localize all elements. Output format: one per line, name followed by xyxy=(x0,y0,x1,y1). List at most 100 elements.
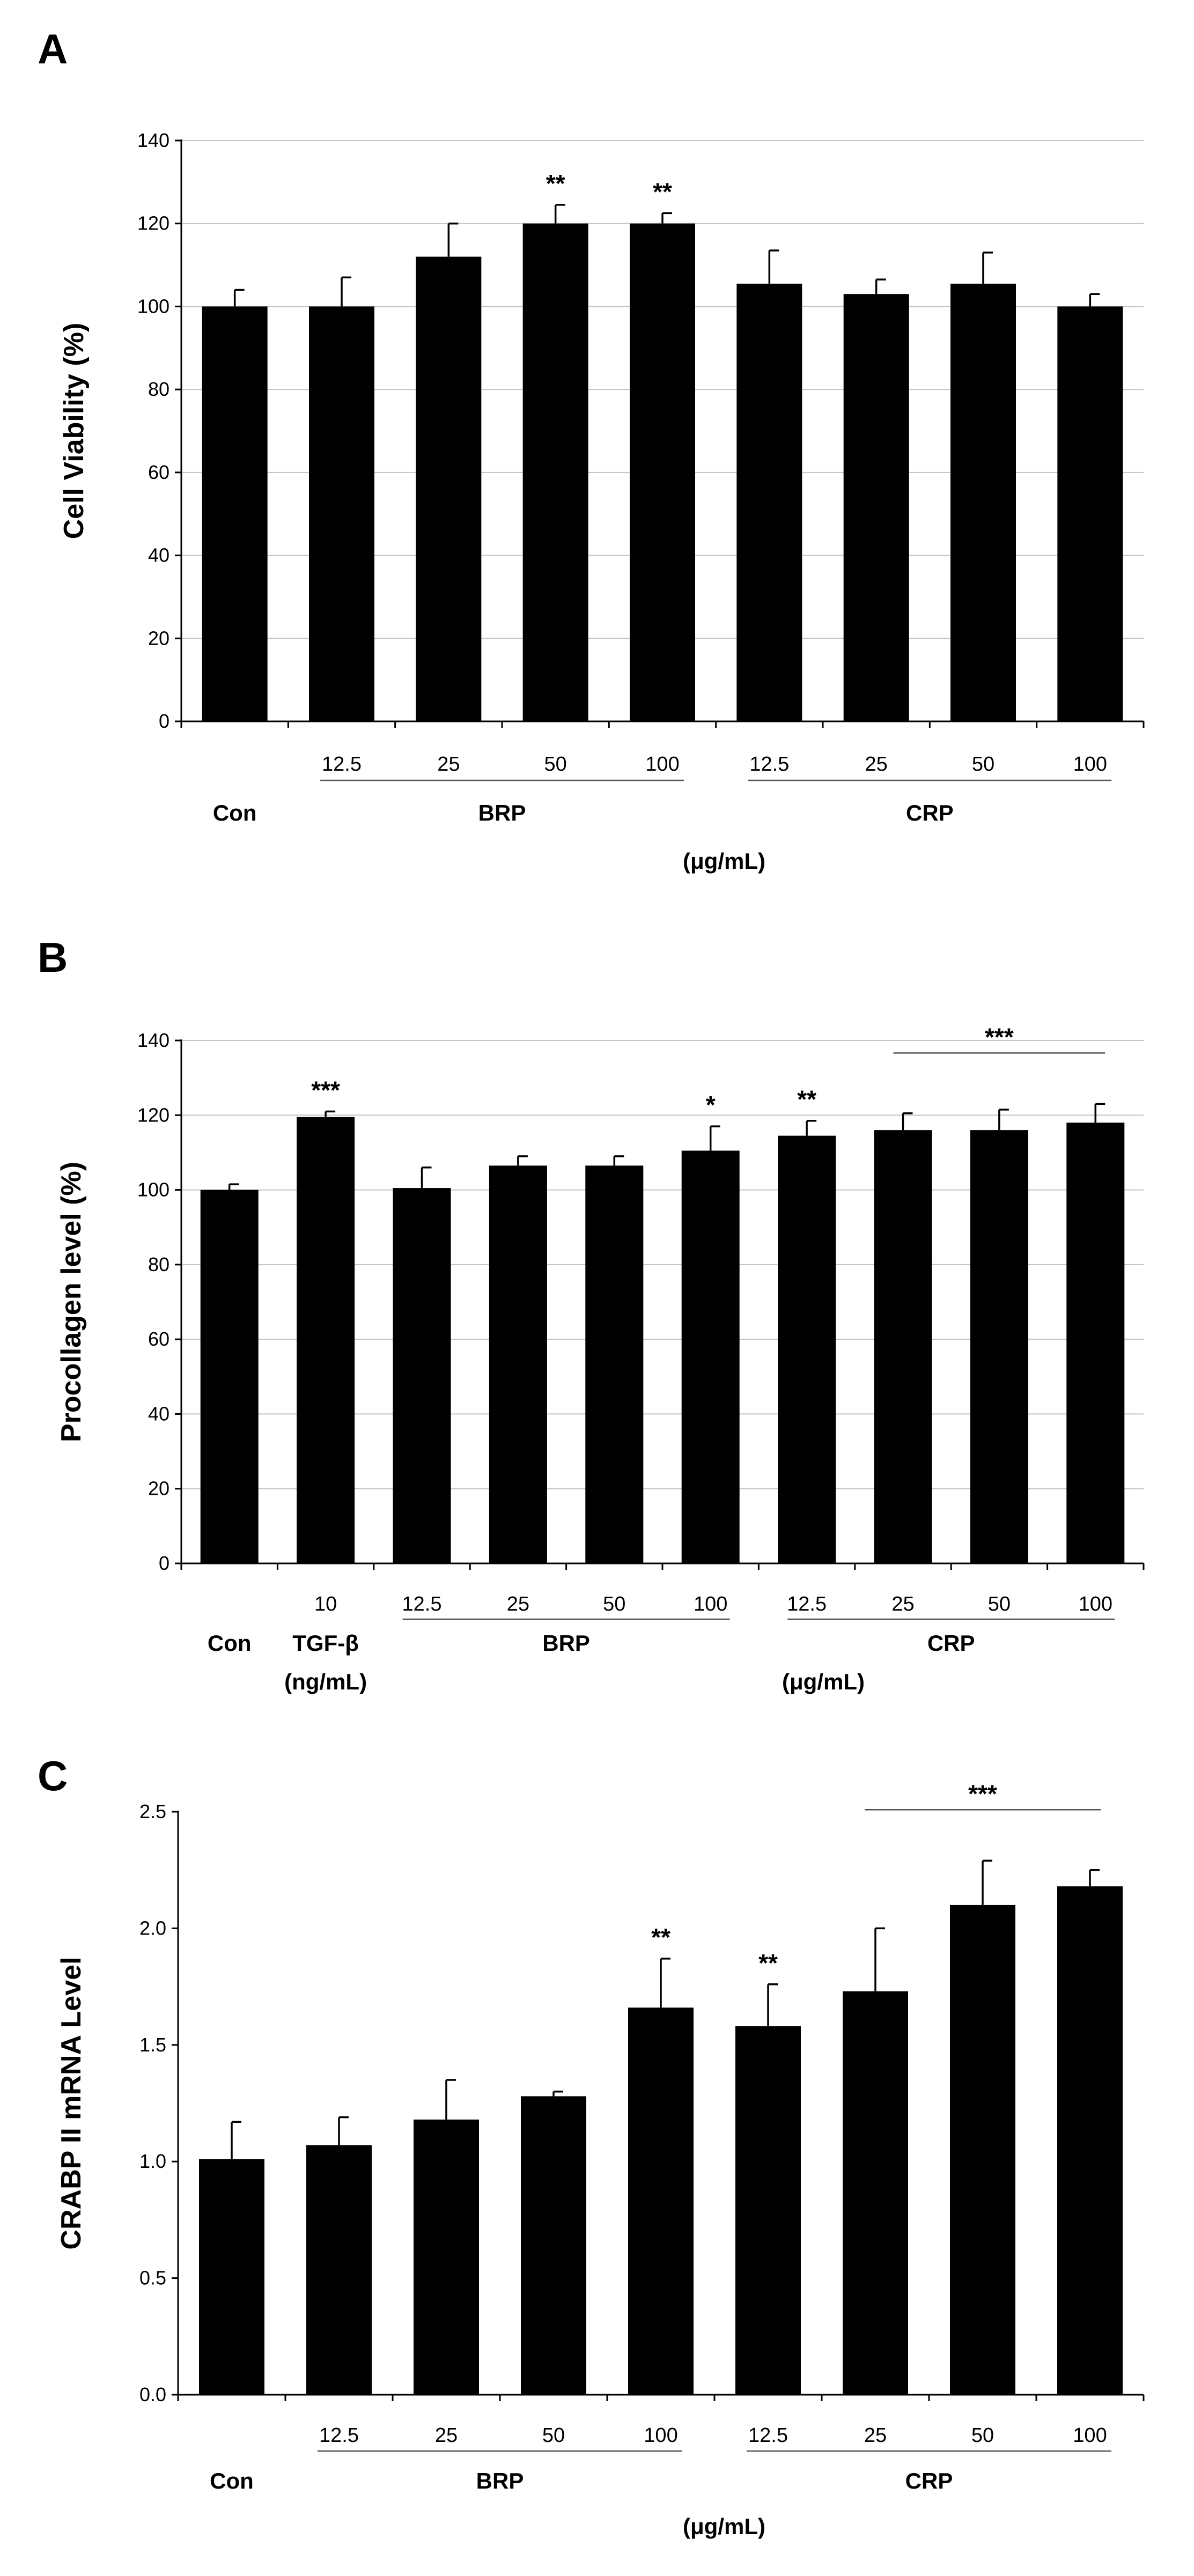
bar xyxy=(1057,1886,1123,2395)
category-label: 12.5 xyxy=(322,753,362,776)
y-tick-label: 100 xyxy=(137,295,169,317)
bar xyxy=(199,2159,264,2395)
category-label: 50 xyxy=(603,1593,625,1615)
group-label: Con xyxy=(210,2468,254,2493)
bar xyxy=(950,283,1016,721)
bar xyxy=(778,1135,836,1563)
y-tick-label: 40 xyxy=(148,1403,169,1424)
units-label: (μg/mL) xyxy=(782,1669,865,1694)
group-label: CRP xyxy=(905,2468,953,2493)
bar xyxy=(630,223,695,721)
significance-label: * xyxy=(706,1091,716,1119)
category-label: 12.5 xyxy=(749,753,789,776)
significance-label: ** xyxy=(651,1923,670,1951)
y-tick-label: 60 xyxy=(148,1328,169,1350)
group-label: BRP xyxy=(542,1630,590,1656)
units-label: (μg/mL) xyxy=(683,2514,765,2539)
group-label: CRP xyxy=(927,1630,975,1656)
bar xyxy=(521,2096,586,2395)
y-axis-label: CRABP II mRNA Level xyxy=(56,1957,87,2249)
significance-label: ** xyxy=(797,1086,816,1113)
bar xyxy=(522,223,588,721)
bar xyxy=(843,294,909,721)
y-tick-label: 100 xyxy=(137,1179,169,1201)
category-label: 100 xyxy=(645,753,679,776)
y-tick-label: 120 xyxy=(137,212,169,234)
category-label: 12.5 xyxy=(319,2424,359,2447)
bar xyxy=(681,1150,740,1563)
y-tick-label: 1.0 xyxy=(139,2150,166,2172)
y-tick-label: 60 xyxy=(148,461,169,483)
y-tick-label: 20 xyxy=(148,1478,169,1500)
bar xyxy=(202,306,268,721)
category-label: 100 xyxy=(694,1593,727,1615)
units-label: (μg/mL) xyxy=(683,848,765,874)
group-label: TGF-β xyxy=(292,1630,359,1656)
group-label: Con xyxy=(208,1630,252,1656)
y-tick-label: 80 xyxy=(148,1253,169,1275)
category-label: 50 xyxy=(544,753,567,776)
y-tick-label: 40 xyxy=(148,544,169,566)
category-label: 25 xyxy=(435,2424,458,2447)
significance-label: ** xyxy=(653,178,672,205)
category-label: 50 xyxy=(972,753,994,776)
bar xyxy=(843,1991,908,2395)
significance-label: *** xyxy=(311,1076,340,1104)
category-label: 25 xyxy=(864,2424,887,2447)
y-tick-label: 0.5 xyxy=(139,2267,166,2289)
group-label: CRP xyxy=(906,800,954,825)
category-label: 10 xyxy=(314,1593,337,1615)
bar xyxy=(489,1165,547,1563)
category-label: 12.5 xyxy=(787,1593,827,1615)
y-tick-label: 80 xyxy=(148,378,169,400)
bar xyxy=(950,1905,1015,2395)
bar xyxy=(200,1190,259,1563)
significance-label: ** xyxy=(758,1949,778,1977)
y-tick-label: 2.0 xyxy=(139,1917,166,1939)
tgf-units-label: (ng/mL) xyxy=(284,1669,367,1694)
bar xyxy=(970,1130,1028,1563)
y-axis-label: Procollagen level (%) xyxy=(56,1162,87,1442)
bar xyxy=(585,1165,644,1563)
bar xyxy=(735,2026,801,2395)
y-tick-label: 120 xyxy=(137,1104,169,1126)
y-tick-label: 0 xyxy=(159,710,169,732)
category-label: 50 xyxy=(971,2424,994,2447)
bar xyxy=(736,283,802,721)
category-label: 100 xyxy=(644,2424,677,2447)
significance-label: ** xyxy=(546,169,565,197)
bar xyxy=(306,2145,372,2395)
category-label: 25 xyxy=(507,1593,529,1615)
chart-panel-c: C 0.0 0.5 1.0 1.5 2.0 2.5 CRABP II mRNA Level 12… xyxy=(38,1752,1145,2539)
bar xyxy=(416,256,482,722)
chart-panel-a: A 0 20 40 60 80 100 120 140 Cell Viability (%) 12.… xyxy=(38,25,1145,874)
bar xyxy=(1066,1123,1125,1563)
y-tick-label: 140 xyxy=(137,1029,169,1051)
bar xyxy=(393,1188,451,1563)
category-label: 100 xyxy=(1073,753,1107,776)
y-tick-label: 20 xyxy=(148,627,169,649)
y-tick-label: 0 xyxy=(159,1552,169,1574)
group-label: BRP xyxy=(478,800,526,825)
bar xyxy=(874,1130,932,1563)
chart-panel-b: B 0 20 40 60 80 100 120 140 Procollagen level (%)… xyxy=(38,934,1145,1694)
category-label: 100 xyxy=(1079,1593,1112,1615)
significance-bracket-label: *** xyxy=(968,1780,997,1807)
group-label: BRP xyxy=(476,2468,524,2493)
y-tick-label: 140 xyxy=(137,129,169,151)
bar xyxy=(309,306,374,721)
bar xyxy=(628,2007,694,2395)
category-label: 12.5 xyxy=(748,2424,788,2447)
bar xyxy=(1057,306,1123,721)
category-label: 100 xyxy=(1073,2424,1107,2447)
category-label: 50 xyxy=(542,2424,565,2447)
category-label: 25 xyxy=(437,753,460,776)
panel-label: A xyxy=(38,25,68,72)
category-label: 25 xyxy=(865,753,888,776)
bar xyxy=(414,2119,479,2395)
bar xyxy=(297,1117,355,1563)
significance-bracket-label: *** xyxy=(985,1023,1014,1051)
category-label: 12.5 xyxy=(402,1593,442,1615)
y-tick-label: 0.0 xyxy=(139,2383,166,2405)
